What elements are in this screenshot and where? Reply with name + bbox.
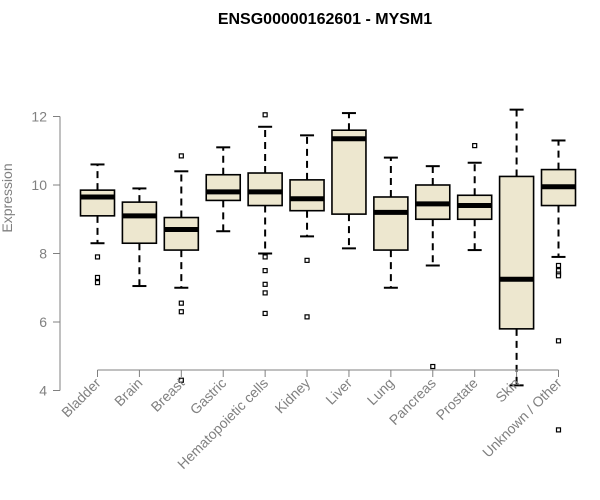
outlier-point: [555, 273, 562, 279]
outlier-point: [262, 254, 268, 260]
y-axis-label: Expression: [0, 163, 15, 232]
box-iqr: [331, 129, 367, 215]
box-7: [373, 156, 409, 289]
box-3: [205, 146, 242, 233]
outlier-point: [430, 363, 436, 370]
box-10: [498, 108, 535, 387]
box-iqr: [121, 201, 158, 245]
x-category-label: Brain: [111, 375, 145, 409]
outlier-point: [262, 281, 268, 287]
box-series: [79, 108, 577, 433]
y-tick-label-6: 6: [39, 314, 47, 330]
outlier-point: [94, 280, 101, 286]
box-9: [456, 143, 493, 252]
y-tick-label-10: 10: [31, 177, 47, 193]
outlier-point: [178, 377, 184, 383]
outlier-point: [178, 309, 184, 315]
outlier-point: [555, 262, 562, 269]
box-1: [121, 187, 158, 288]
box-iqr: [163, 216, 200, 251]
outlier-point: [555, 427, 562, 433]
y-tick-label-8: 8: [39, 246, 47, 262]
x-category-label: Breast: [148, 375, 188, 415]
outlier-point: [262, 310, 268, 317]
chart-title: ENSG00000162601 - MYSM1: [218, 11, 432, 28]
outlier-point: [262, 268, 268, 274]
box-6: [331, 112, 367, 250]
box-iqr: [205, 173, 242, 202]
box-8: [414, 165, 451, 370]
x-category-label: Skin: [492, 375, 523, 406]
outlier-point: [304, 314, 310, 320]
box-11: [540, 139, 577, 433]
outlier-point: [262, 290, 268, 296]
x-category-label: Kidney: [272, 375, 314, 417]
box-iqr: [247, 172, 283, 207]
y-tick-label-4: 4: [39, 383, 47, 399]
outlier-point: [94, 274, 101, 281]
box-iqr: [498, 175, 535, 330]
outlier-point: [304, 257, 310, 263]
outlier-point: [178, 300, 184, 306]
x-category-label: Lung: [364, 375, 397, 408]
y-axis: 4 6 8 10 12: [31, 109, 61, 399]
x-category-label: Bladder: [58, 375, 104, 421]
box-iqr: [373, 196, 409, 251]
outlier-point: [555, 338, 562, 344]
box-2: [163, 153, 200, 383]
box-0: [79, 163, 116, 286]
box-5: [289, 134, 325, 320]
x-category-label: Prostate: [433, 375, 481, 423]
box-iqr: [289, 179, 325, 212]
x-category-label: Liver: [322, 375, 355, 408]
y-tick-label-12: 12: [31, 109, 47, 125]
outlier-point: [94, 254, 101, 260]
outlier-point: [472, 143, 478, 149]
x-category-label: Pancreas: [386, 375, 439, 428]
box-4: [247, 112, 283, 317]
outlier-point: [262, 112, 268, 118]
outlier-point: [178, 153, 184, 159]
box-iqr: [79, 189, 116, 217]
x-category-label: Unknown / Other: [479, 375, 565, 461]
